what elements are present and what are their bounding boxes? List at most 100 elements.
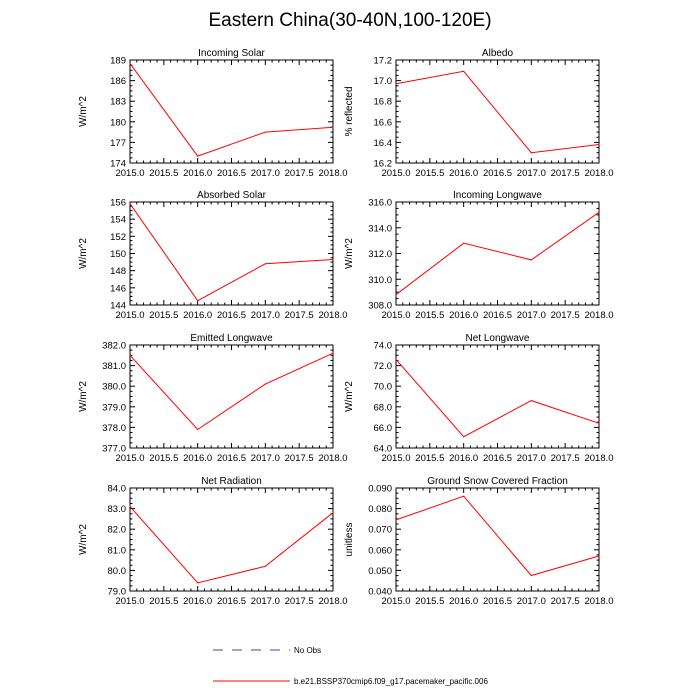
series-line xyxy=(395,495,600,577)
y-tick-label: 148 xyxy=(110,266,126,277)
data-point xyxy=(264,565,266,567)
data-point xyxy=(463,242,465,244)
data-point xyxy=(463,70,465,72)
x-tick-label: 2018.0 xyxy=(584,596,613,607)
x-tick-label: 2017.5 xyxy=(285,453,314,464)
plot-title: Net Longwave xyxy=(466,333,530,344)
x-tick-label: 2015.0 xyxy=(381,310,410,321)
x-tick-label: 2016.5 xyxy=(217,596,246,607)
y-tick-label: 74.0 xyxy=(374,341,393,352)
data-point xyxy=(530,400,532,402)
data-point xyxy=(332,512,334,514)
chart-panel-6: Net Radiation W/m^2 2015.0 2015.5 2016.0 2016… xyxy=(78,476,348,607)
x-tick-label: 2016.5 xyxy=(483,168,512,179)
plot-title: Ground Snow Covered Fraction xyxy=(427,476,568,487)
y-tick-label: 68.0 xyxy=(374,402,393,413)
y-tick-label: 16.2 xyxy=(374,159,393,170)
chart-panel-7: Ground Snow Covered Fraction unitless 2015… xyxy=(344,476,614,607)
y-tick-label: 72.0 xyxy=(374,361,393,372)
x-tick-label: 2015.5 xyxy=(149,310,178,321)
x-tick-label: 2016.5 xyxy=(217,168,246,179)
data-point xyxy=(264,131,266,133)
y-tick-label: 174 xyxy=(110,159,126,170)
data-point xyxy=(197,155,199,157)
data-point xyxy=(598,211,600,213)
y-tick-label: 380.0 xyxy=(102,382,126,393)
data-point xyxy=(530,259,532,261)
y-tick-label: 186 xyxy=(110,76,126,87)
data-point xyxy=(395,83,397,85)
y-tick-label: 0.090 xyxy=(368,484,392,495)
y-axis-label: W/m^2 xyxy=(78,238,89,269)
x-tick-label: 2016.0 xyxy=(183,596,212,607)
data-point xyxy=(197,428,199,431)
y-tick-label: 183 xyxy=(110,97,126,108)
x-tick-label: 2017.0 xyxy=(251,310,280,321)
x-tick-label: 2017.0 xyxy=(517,596,546,607)
y-tick-label: 16.8 xyxy=(374,97,393,108)
data-point xyxy=(197,582,199,584)
data-point xyxy=(197,300,199,302)
data-point xyxy=(530,152,532,154)
y-tick-label: 154 xyxy=(110,215,126,226)
data-point xyxy=(598,422,600,424)
data-point xyxy=(129,505,131,508)
x-tick-label: 2017.5 xyxy=(551,596,580,607)
x-tick-label: 2018.0 xyxy=(318,310,347,321)
x-tick-label: 2016.0 xyxy=(449,168,478,179)
series-line xyxy=(129,352,334,431)
x-tick-label: 2018.0 xyxy=(584,310,613,321)
chart-panel-1: Albedo % reflected 2015.0 2015.5 2016.0 2016.… xyxy=(344,48,614,179)
data-point xyxy=(332,258,334,261)
chart-panel-3: Incoming Longwave W/m^2 2015.0 2015.5 2016.0… xyxy=(344,190,614,321)
y-tick-label: 79.0 xyxy=(108,587,127,598)
x-tick-label: 2015.0 xyxy=(115,168,144,179)
x-tick-label: 2016.0 xyxy=(183,168,212,179)
y-tick-label: 377.0 xyxy=(102,444,126,455)
y-tick-label: 381.0 xyxy=(102,361,126,372)
data-point xyxy=(463,436,465,438)
y-tick-label: 83.0 xyxy=(108,504,127,515)
x-tick-label: 2018.0 xyxy=(584,453,613,464)
data-point xyxy=(530,574,532,577)
data-point xyxy=(264,263,266,265)
y-tick-label: 0.080 xyxy=(368,504,392,515)
y-tick-label: 310.0 xyxy=(368,275,392,286)
series-line xyxy=(129,63,334,157)
y-tick-label: 189 xyxy=(110,56,126,67)
y-tick-label: 0.050 xyxy=(368,566,392,577)
x-tick-label: 2017.0 xyxy=(517,453,546,464)
series-line xyxy=(129,203,334,302)
x-tick-label: 2016.5 xyxy=(483,596,512,607)
y-axis-label: unitless xyxy=(344,523,355,557)
chart-panel-4: Emitted Longwave W/m^2 2015.0 2015.5 2016.0 2… xyxy=(78,333,348,464)
x-tick-label: 2017.5 xyxy=(285,596,314,607)
x-tick-label: 2017.0 xyxy=(517,310,546,321)
legend-obs-label: No Obs xyxy=(294,646,321,655)
x-tick-label: 2017.0 xyxy=(251,453,280,464)
y-axis-label: W/m^2 xyxy=(344,381,355,412)
x-tick-label: 2017.5 xyxy=(285,310,314,321)
series-line xyxy=(129,506,334,584)
y-tick-label: 144 xyxy=(110,301,126,312)
series-line xyxy=(395,359,600,438)
x-tick-label: 2016.5 xyxy=(483,453,512,464)
y-tick-label: 0.040 xyxy=(368,587,392,598)
y-tick-label: 177 xyxy=(110,138,126,149)
x-tick-label: 2017.5 xyxy=(551,453,580,464)
y-tick-label: 312.0 xyxy=(368,249,392,260)
x-tick-label: 2015.5 xyxy=(149,453,178,464)
y-axis-label: W/m^2 xyxy=(344,238,355,269)
plot-title: Incoming Solar xyxy=(198,48,265,59)
chart-panel-2: Absorbed Solar W/m^2 2015.0 2015.5 2016.0 201… xyxy=(78,190,348,321)
x-tick-label: 2015.0 xyxy=(115,310,144,321)
y-tick-label: 308.0 xyxy=(368,301,392,312)
x-tick-label: 2015.0 xyxy=(115,596,144,607)
x-tick-label: 2015.5 xyxy=(415,168,444,179)
x-tick-label: 2015.5 xyxy=(415,310,444,321)
page-title: Eastern China(30-40N,100-120E) xyxy=(208,10,492,31)
y-tick-label: 152 xyxy=(110,232,126,243)
y-tick-label: 316.0 xyxy=(368,198,392,209)
plot-title: Albedo xyxy=(482,48,514,59)
chart-panel-0: Incoming Solar W/m^2 2015.0 2015.5 2016.0 201… xyxy=(78,48,348,179)
